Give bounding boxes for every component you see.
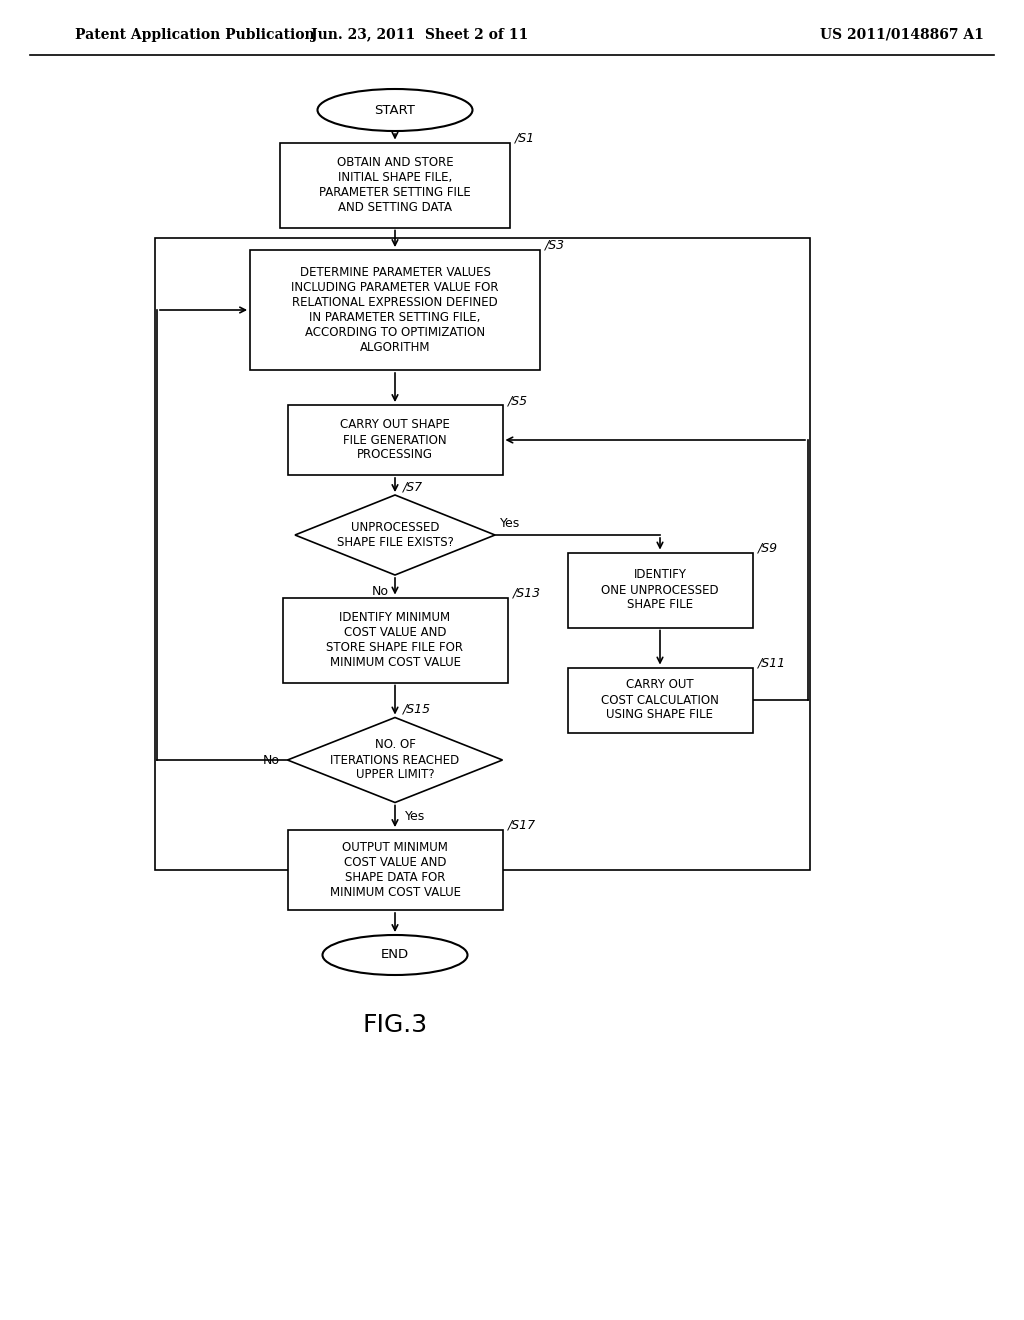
Text: Patent Application Publication: Patent Application Publication [75, 28, 314, 42]
Ellipse shape [317, 88, 472, 131]
Text: /S5: /S5 [508, 393, 527, 407]
Text: /S1: /S1 [515, 132, 536, 144]
Text: /S17: /S17 [508, 818, 536, 832]
Text: Jun. 23, 2011  Sheet 2 of 11: Jun. 23, 2011 Sheet 2 of 11 [311, 28, 528, 42]
FancyBboxPatch shape [288, 405, 503, 475]
Text: /S11: /S11 [758, 656, 785, 669]
Text: OBTAIN AND STORE
INITIAL SHAPE FILE,
PARAMETER SETTING FILE
AND SETTING DATA: OBTAIN AND STORE INITIAL SHAPE FILE, PAR… [319, 156, 471, 214]
Text: END: END [381, 949, 409, 961]
Text: START: START [375, 103, 416, 116]
Text: Yes: Yes [500, 517, 520, 531]
FancyBboxPatch shape [567, 668, 753, 733]
Text: UNPROCESSED
SHAPE FILE EXISTS?: UNPROCESSED SHAPE FILE EXISTS? [337, 521, 454, 549]
Text: Yes: Yes [406, 810, 425, 824]
Text: IDENTIFY MINIMUM
COST VALUE AND
STORE SHAPE FILE FOR
MINIMUM COST VALUE: IDENTIFY MINIMUM COST VALUE AND STORE SH… [327, 611, 464, 669]
Polygon shape [288, 718, 503, 803]
Text: FIG.3: FIG.3 [362, 1012, 428, 1038]
Text: OUTPUT MINIMUM
COST VALUE AND
SHAPE DATA FOR
MINIMUM COST VALUE: OUTPUT MINIMUM COST VALUE AND SHAPE DATA… [330, 841, 461, 899]
Text: /S9: /S9 [758, 541, 777, 554]
Text: DETERMINE PARAMETER VALUES
INCLUDING PARAMETER VALUE FOR
RELATIONAL EXPRESSION D: DETERMINE PARAMETER VALUES INCLUDING PAR… [291, 267, 499, 354]
Text: CARRY OUT
COST CALCULATION
USING SHAPE FILE: CARRY OUT COST CALCULATION USING SHAPE F… [601, 678, 719, 722]
Polygon shape [295, 495, 495, 576]
FancyBboxPatch shape [283, 598, 508, 682]
Text: /S15: /S15 [403, 702, 431, 715]
Ellipse shape [323, 935, 468, 975]
Text: No: No [262, 754, 280, 767]
Text: /S3: /S3 [545, 239, 565, 252]
Text: No: No [372, 585, 388, 598]
FancyBboxPatch shape [250, 249, 540, 370]
Text: IDENTIFY
ONE UNPROCESSED
SHAPE FILE: IDENTIFY ONE UNPROCESSED SHAPE FILE [601, 569, 719, 611]
FancyBboxPatch shape [280, 143, 510, 227]
Text: US 2011/0148867 A1: US 2011/0148867 A1 [820, 28, 984, 42]
FancyBboxPatch shape [288, 830, 503, 909]
FancyBboxPatch shape [567, 553, 753, 627]
Text: CARRY OUT SHAPE
FILE GENERATION
PROCESSING: CARRY OUT SHAPE FILE GENERATION PROCESSI… [340, 418, 450, 462]
Text: /S7: /S7 [403, 480, 423, 492]
Text: /S13: /S13 [512, 586, 541, 599]
Text: NO. OF
ITERATIONS REACHED
UPPER LIMIT?: NO. OF ITERATIONS REACHED UPPER LIMIT? [331, 738, 460, 781]
